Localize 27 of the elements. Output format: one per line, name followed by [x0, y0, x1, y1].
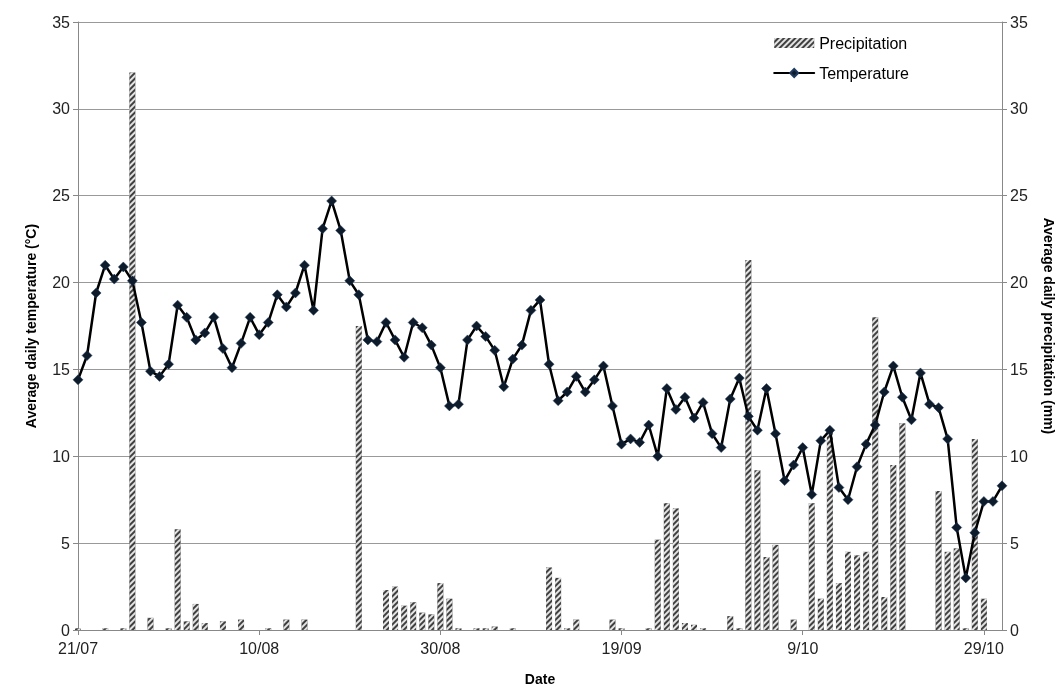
y-axis-title: Average daily temperature (°C)	[23, 223, 39, 429]
y-tick-label: 0	[61, 621, 71, 639]
y2-tick-label: 5	[1010, 534, 1019, 552]
x-axis-title: Date	[524, 671, 556, 687]
x-tick-label: 19/09	[601, 639, 642, 657]
y-tick-label: 5	[61, 534, 71, 552]
legend-label: Temperature	[819, 64, 910, 82]
x-tick-label: 10/08	[239, 639, 280, 657]
y2-tick-label: 15	[1010, 360, 1028, 378]
legend-label: Precipitation	[819, 34, 908, 52]
y-tick-label: 25	[52, 187, 71, 205]
y2-tick-label: 10	[1010, 447, 1028, 465]
y2-tick-label: 20	[1010, 274, 1028, 292]
y2-axis-title: Average daily precipitation (mm)	[1041, 217, 1057, 435]
y-tick-label: 30	[52, 100, 71, 118]
y2-tick-label: 30	[1010, 100, 1028, 118]
y2-tick-label: 35	[1010, 13, 1028, 31]
x-tick-label: 29/10	[963, 639, 1004, 657]
x-tick-label: 30/08	[420, 639, 461, 657]
y-tick-label: 15	[52, 360, 71, 378]
y-tick-label: 10	[52, 447, 71, 465]
y2-tick-label: 25	[1010, 187, 1028, 205]
y-tick-label: 35	[52, 13, 71, 31]
x-tick-label: 9/10	[787, 639, 819, 657]
x-tick-label: 21/07	[57, 639, 99, 657]
y-tick-label: 20	[52, 274, 71, 292]
y2-tick-label: 0	[1010, 621, 1019, 639]
